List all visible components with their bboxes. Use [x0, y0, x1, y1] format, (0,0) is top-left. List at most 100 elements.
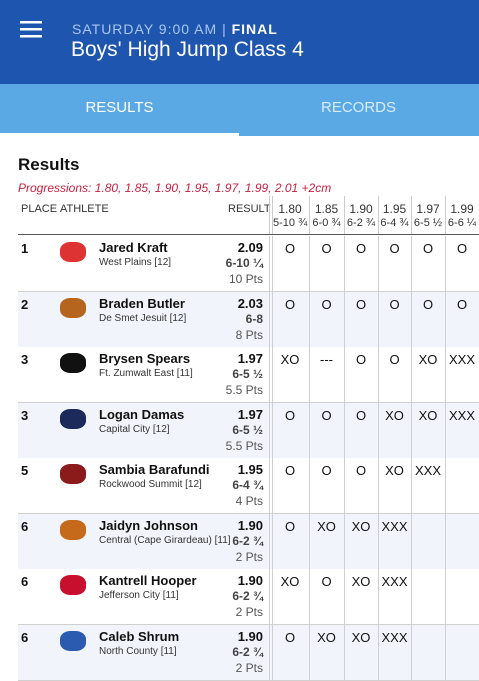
height-metric: 1.99 — [450, 202, 474, 216]
mark-imperial: 6-4 ¾ — [232, 478, 263, 492]
progressions: Progressions: 1.80, 1.85, 1.90, 1.95, 1.… — [18, 181, 332, 195]
points: 2 Pts — [235, 549, 263, 564]
attempt: XO — [385, 407, 404, 423]
column-divider — [309, 196, 310, 234]
column-divider — [269, 236, 270, 291]
menu-button[interactable] — [20, 20, 42, 38]
attempt: O — [355, 241, 367, 256]
athlete-name: Kantrell Hooper — [99, 573, 197, 588]
school: Capital City [12] — [99, 423, 170, 435]
school: De Smet Jesuit [12] — [99, 312, 187, 324]
column-divider — [445, 513, 446, 569]
attempt: O — [321, 463, 332, 478]
attempt: --- — [320, 352, 333, 367]
school: Rockwood Summit [12] — [99, 479, 202, 490]
athlete-name: Caleb Shrum — [99, 628, 180, 644]
attempt: O — [355, 463, 367, 478]
attempt: XXX — [414, 463, 441, 478]
attempt: O — [284, 629, 296, 645]
team-logo — [60, 519, 86, 540]
mark-imperial: 6-2 ¾ — [232, 644, 263, 659]
attempt: XO — [351, 629, 371, 645]
date: SATURDAY 9:00 AM — [72, 21, 218, 37]
column-divider — [344, 569, 345, 624]
place: 1 — [21, 241, 29, 256]
attempt: XO — [351, 574, 371, 589]
column-divider — [269, 402, 270, 458]
attempt: XO — [418, 407, 438, 423]
column-divider — [269, 624, 270, 680]
athlete-name: Logan Damas — [99, 406, 185, 422]
attempt: O — [321, 241, 332, 256]
attempt: O — [422, 241, 434, 256]
column-divider — [411, 236, 412, 291]
tab[interactable]: RECORDS — [320, 99, 396, 116]
attempt: XO — [280, 352, 300, 367]
column-divider — [272, 236, 273, 291]
column-divider — [378, 347, 379, 402]
attempt: XXX — [381, 518, 408, 534]
place: 3 — [21, 407, 29, 423]
mark-imperial: 6-5 ½ — [232, 422, 263, 437]
column-divider — [445, 402, 446, 458]
mark: 1.95 — [237, 462, 263, 477]
column-header: PLACE — [21, 203, 58, 215]
mark: 2.09 — [237, 240, 263, 255]
height-imperial: 6-2 ¾ — [346, 217, 376, 229]
mark: 1.90 — [237, 517, 263, 533]
points: 10 Pts — [228, 272, 263, 286]
attempt: O — [389, 296, 400, 312]
mark: 1.90 — [237, 628, 263, 644]
app-header: SATURDAY 9:00 AM | FINAL Boys' High Jump… — [0, 0, 479, 84]
column-divider — [411, 347, 412, 402]
height-imperial: 6-0 ¾ — [312, 217, 341, 229]
attempt: O — [284, 296, 296, 312]
mark: 1.97 — [237, 351, 263, 366]
points: 8 Pts — [235, 327, 263, 342]
column-divider — [269, 347, 270, 402]
column-divider — [309, 458, 310, 513]
athlete-name: Brysen Spears — [99, 351, 191, 366]
tab[interactable]: RESULTS — [0, 84, 239, 136]
column-divider — [411, 513, 412, 569]
mark-imperial: 6-10 ¼ — [225, 256, 263, 270]
column-divider — [445, 196, 446, 234]
attempt: XO — [317, 629, 336, 645]
column-divider — [344, 196, 345, 234]
column-divider — [309, 236, 310, 291]
column-divider — [344, 347, 345, 402]
column-header: RESULT — [228, 203, 271, 215]
results-table: PLACE ATHLETE RESULT 1.80 5-10 ¾ 1.85 6-0 ¾… — [0, 196, 479, 681]
place: 3 — [21, 352, 29, 367]
height-imperial: 6-4 ¾ — [380, 217, 409, 229]
tab-bar: RESULTS RECORDS — [0, 84, 479, 136]
column-divider — [445, 569, 446, 624]
column-divider — [269, 513, 270, 569]
height-metric: 1.85 — [314, 202, 339, 216]
column-divider — [344, 624, 345, 680]
attempt: XO — [385, 463, 404, 478]
height-imperial: 5-10 ¾ — [273, 217, 308, 229]
status: FINAL — [231, 21, 278, 37]
place: 6 — [21, 629, 29, 645]
table-divider — [269, 196, 270, 234]
column-divider — [445, 624, 446, 680]
attempt: O — [321, 296, 332, 312]
column-divider — [309, 569, 310, 624]
attempt: O — [321, 407, 332, 423]
school: Central (Cape Girardeau) [11] — [99, 534, 231, 546]
column-divider — [269, 569, 270, 624]
mark-imperial: 6-2 ¾ — [232, 533, 263, 548]
team-logo — [60, 575, 86, 595]
attempt: XO — [351, 518, 371, 534]
column-divider — [272, 458, 273, 513]
header-rule — [18, 234, 479, 235]
separator: | — [222, 21, 227, 37]
points: 5.5 Pts — [225, 383, 263, 397]
points: 5.5 Pts — [225, 438, 263, 453]
column-divider — [411, 458, 412, 513]
attempt: O — [456, 296, 468, 312]
height-metric: 1.97 — [416, 202, 440, 216]
place: 6 — [21, 518, 29, 534]
column-divider — [344, 402, 345, 458]
